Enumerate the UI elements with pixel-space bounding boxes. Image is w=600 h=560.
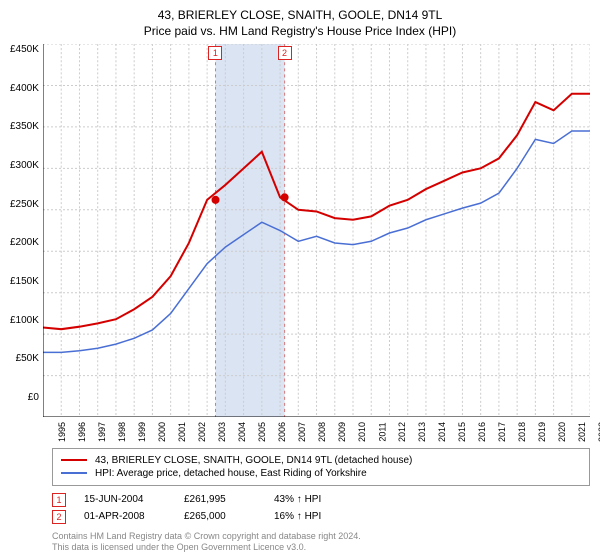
sale-row-badge-1: 1 — [52, 493, 66, 507]
legend: 43, BRIERLEY CLOSE, SNAITH, GOOLE, DN14 … — [52, 448, 590, 486]
sale-row-price-2: £265,000 — [184, 511, 274, 522]
sale-row-diff-2: 16% ↑ HPI — [274, 511, 364, 522]
title-line1: 43, BRIERLEY CLOSE, SNAITH, GOOLE, DN14 … — [10, 8, 590, 22]
y-axis-labels: £450K£400K£350K£300K£250K£200K£150K£100K… — [10, 44, 43, 417]
footer: Contains HM Land Registry data © Crown c… — [52, 531, 590, 554]
title-line2: Price paid vs. HM Land Registry's House … — [10, 24, 590, 38]
legend-swatch-0 — [61, 459, 87, 461]
x-axis-labels: 1995199619971998199920002001200220032004… — [10, 419, 590, 442]
footer-line1: Contains HM Land Registry data © Crown c… — [52, 531, 590, 543]
sale-row-date-1: 15-JUN-2004 — [84, 494, 184, 505]
legend-swatch-1 — [61, 472, 87, 474]
sale-row-date-2: 01-APR-2008 — [84, 511, 184, 522]
chart-titles: 43, BRIERLEY CLOSE, SNAITH, GOOLE, DN14 … — [10, 8, 590, 38]
sale-row-diff-1: 43% ↑ HPI — [274, 494, 364, 505]
sale-badge-2: 2 — [278, 46, 292, 60]
sales-table: 1 15-JUN-2004 £261,995 43% ↑ HPI 2 01-AP… — [52, 490, 590, 527]
sale-row-price-1: £261,995 — [184, 494, 274, 505]
sale-badge-1: 1 — [208, 46, 222, 60]
footer-line2: This data is licensed under the Open Gov… — [52, 542, 590, 554]
sale-row-badge-2: 2 — [52, 510, 66, 524]
chart-plot: 1 2 — [43, 44, 590, 417]
legend-label-1: HPI: Average price, detached house, East… — [95, 468, 367, 479]
legend-label-0: 43, BRIERLEY CLOSE, SNAITH, GOOLE, DN14 … — [95, 455, 412, 466]
